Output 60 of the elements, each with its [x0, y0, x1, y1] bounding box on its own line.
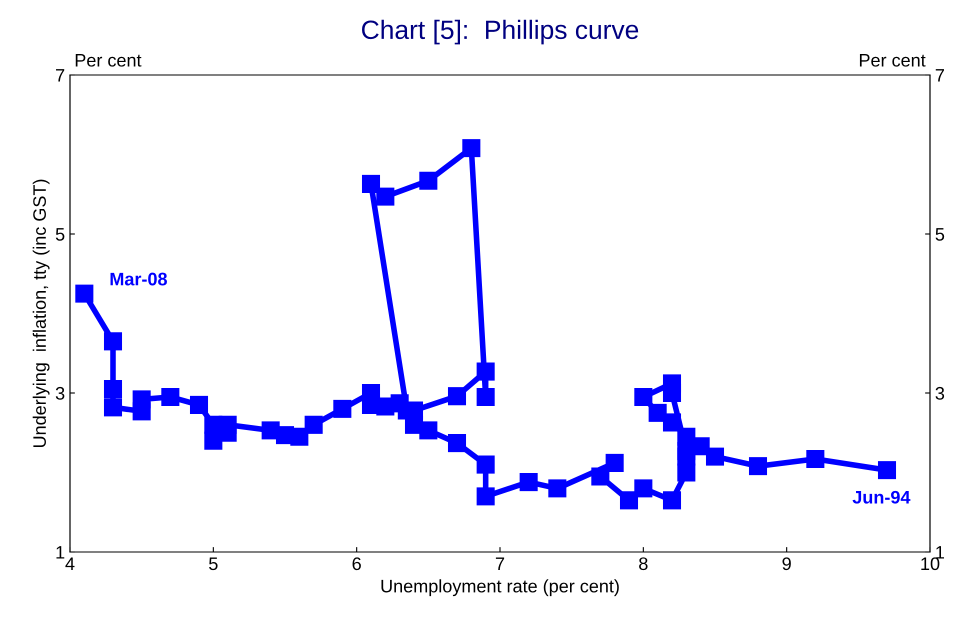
point: [476, 487, 495, 506]
point: [748, 457, 768, 476]
annotation: Mar-08: [110, 272, 167, 286]
point: [634, 388, 652, 406]
point: [462, 139, 480, 158]
y-tick-label: 5: [56, 228, 64, 241]
point: [662, 491, 682, 510]
point: [606, 454, 624, 472]
point: [204, 416, 222, 434]
point: [75, 284, 94, 303]
point: [706, 448, 724, 466]
y2-tick-label: 3: [936, 386, 944, 400]
point: [548, 479, 566, 498]
point: [104, 398, 122, 416]
point: [520, 473, 538, 492]
point: [190, 396, 208, 414]
y-tick-label: 3: [56, 386, 64, 400]
point: [806, 450, 824, 468]
chart-title: Chart [5]: Phillips curve: [362, 20, 638, 44]
x-tick-label: 4: [65, 558, 74, 570]
x-tick-label: 5: [209, 558, 218, 570]
point: [591, 467, 610, 486]
point: [476, 456, 495, 474]
point: [662, 384, 682, 402]
point: [476, 388, 495, 406]
x-tick-label: 6: [352, 557, 361, 570]
point: [333, 400, 352, 418]
point: [362, 174, 380, 193]
point: [376, 188, 394, 206]
y-tick-label: 1: [56, 546, 64, 559]
text: Per cent: [76, 54, 142, 67]
point: [662, 413, 682, 432]
point: [362, 384, 380, 402]
y2-tick-label: 5: [936, 228, 944, 241]
y-axis-title: Underlying inflation, tty (inc GST): [32, 180, 50, 448]
point: [476, 362, 495, 381]
point: [262, 421, 280, 440]
point: [304, 416, 323, 434]
point: [161, 388, 180, 406]
y-tick-label: 7: [56, 69, 64, 82]
point: [104, 380, 122, 398]
y2-tick-label: 7: [936, 69, 944, 82]
text: Per cent: [860, 54, 926, 67]
x-tick-label: 7: [496, 558, 504, 570]
point: [104, 332, 122, 350]
point: [878, 461, 896, 480]
point: [132, 402, 151, 420]
x-axis-title: Unemployment rate (per cent): [381, 579, 619, 596]
point: [419, 172, 438, 190]
x-tick-label: 9: [782, 557, 791, 570]
y2-tick-label: 1: [936, 546, 944, 559]
x-tick-label: 8: [639, 557, 648, 570]
point: [677, 463, 696, 482]
point: [648, 404, 667, 422]
point: [448, 387, 466, 406]
point: [634, 479, 652, 498]
x-tick-label: 10: [921, 557, 940, 570]
point: [620, 491, 638, 510]
point: [448, 434, 466, 452]
annotation: Jun-94: [852, 490, 910, 504]
